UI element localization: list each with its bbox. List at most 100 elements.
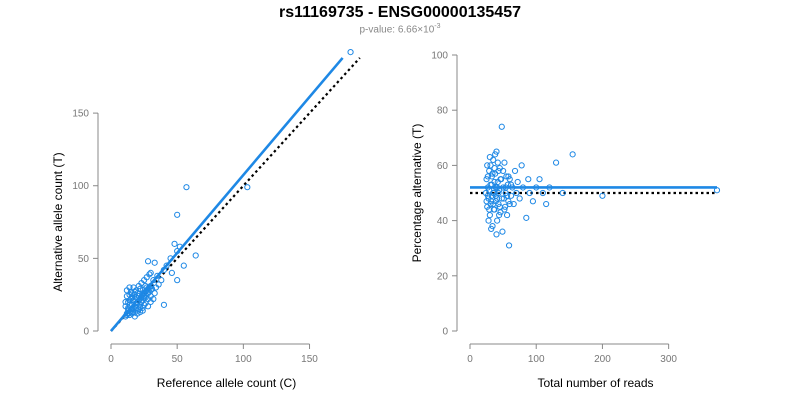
- data-point: [154, 272, 161, 279]
- data-point: [496, 211, 503, 219]
- data-point: [487, 181, 494, 188]
- data-point: [180, 262, 187, 269]
- data-point: [168, 269, 175, 276]
- fit-line: [110, 57, 344, 332]
- data-point: [519, 184, 527, 191]
- data-point: [497, 176, 504, 183]
- data-point: [142, 294, 149, 301]
- data-point: [500, 184, 507, 191]
- data-point: [499, 228, 506, 235]
- data-point: [507, 192, 515, 199]
- data-point: [150, 295, 157, 303]
- data-point: [160, 266, 168, 274]
- data-point: [183, 184, 190, 191]
- subtitle-exponent: -3: [434, 23, 441, 30]
- data-point: [543, 200, 550, 208]
- data-point: [505, 173, 512, 180]
- data-point: [526, 189, 533, 197]
- data-point: [147, 287, 154, 294]
- y-tick-label: 50: [78, 254, 90, 265]
- data-point: [484, 173, 491, 180]
- data-point: [151, 290, 158, 297]
- data-point: [490, 200, 497, 208]
- data-point: [501, 206, 508, 213]
- data-point: [523, 214, 530, 221]
- data-point: [536, 176, 543, 183]
- data-point: [495, 189, 502, 197]
- data-point: [174, 248, 181, 255]
- data-point: [546, 184, 553, 191]
- data-point: [176, 243, 183, 250]
- data-point: [488, 173, 495, 180]
- x-tick-label: 300: [660, 354, 677, 365]
- data-point: [518, 162, 525, 169]
- data-point: [146, 284, 153, 291]
- data-point: [150, 277, 157, 284]
- data-point: [163, 262, 170, 269]
- data-point: [503, 192, 511, 199]
- data-point: [122, 298, 129, 306]
- data-point: [507, 181, 515, 188]
- data-point: [492, 151, 499, 158]
- data-point: [491, 165, 498, 172]
- data-point: [126, 284, 133, 291]
- data-point: [138, 294, 145, 301]
- data-point: [559, 189, 566, 197]
- data-point: [514, 178, 521, 186]
- data-point: [513, 189, 520, 197]
- chart-title: rs11169735 - ENSG00000135457: [279, 4, 521, 21]
- data-point: [144, 303, 152, 310]
- subtitle-text: p-value: 6.66×10: [359, 24, 435, 36]
- data-point: [160, 301, 168, 308]
- data-point: [151, 259, 158, 266]
- data-point: [498, 123, 505, 130]
- data-point: [123, 311, 130, 319]
- y-axis-label: Percentage alternative (T): [410, 124, 424, 263]
- data-point: [486, 167, 493, 175]
- data-point: [506, 200, 513, 208]
- data-point: [131, 291, 138, 298]
- expected-line: [110, 57, 361, 332]
- data-point: [539, 189, 546, 197]
- data-point: [484, 162, 491, 169]
- data-point: [171, 240, 178, 247]
- data-point: [347, 48, 354, 56]
- x-axis-label: Reference allele count (C): [157, 376, 296, 390]
- data-point: [569, 151, 576, 158]
- x-tick-label: 100: [528, 354, 545, 365]
- data-point: [492, 184, 499, 191]
- data-point: [483, 198, 490, 205]
- x-tick-label: 150: [301, 354, 318, 365]
- panel-1: 0 50 100 150 0 50 100 150 Reference allele count…: [51, 48, 361, 390]
- y-tick-label: 80: [437, 106, 449, 117]
- data-point: [167, 255, 174, 262]
- data-point: [494, 159, 501, 166]
- data-point: [525, 176, 532, 183]
- data-point: [529, 198, 537, 205]
- x-tick-label: 0: [467, 354, 473, 365]
- data-point: [137, 285, 144, 292]
- data-point: [489, 170, 496, 177]
- data-point: [133, 301, 140, 308]
- data-point: [192, 252, 199, 259]
- y-tick-label: 20: [437, 271, 449, 282]
- data-point: [174, 211, 181, 218]
- y-tick-label: 100: [431, 51, 448, 62]
- y-tick-label: 150: [72, 109, 89, 120]
- data-point: [493, 231, 500, 238]
- data-point: [713, 187, 721, 194]
- chart-subtitle: p-value: 6.66×10-3: [0, 23, 800, 35]
- x-tick-label: 200: [594, 354, 611, 365]
- data-point: [127, 309, 134, 316]
- x-tick-label: 50: [172, 354, 184, 365]
- data-point: [498, 195, 505, 202]
- data-point: [155, 281, 162, 288]
- data-point: [599, 192, 606, 199]
- data-point: [146, 271, 153, 278]
- data-point: [494, 217, 501, 224]
- data-point: [144, 258, 152, 265]
- x-axis-label: Total number of reads: [537, 376, 653, 390]
- y-tick-label: 40: [437, 216, 449, 227]
- data-point: [133, 287, 140, 294]
- data-point: [488, 192, 495, 199]
